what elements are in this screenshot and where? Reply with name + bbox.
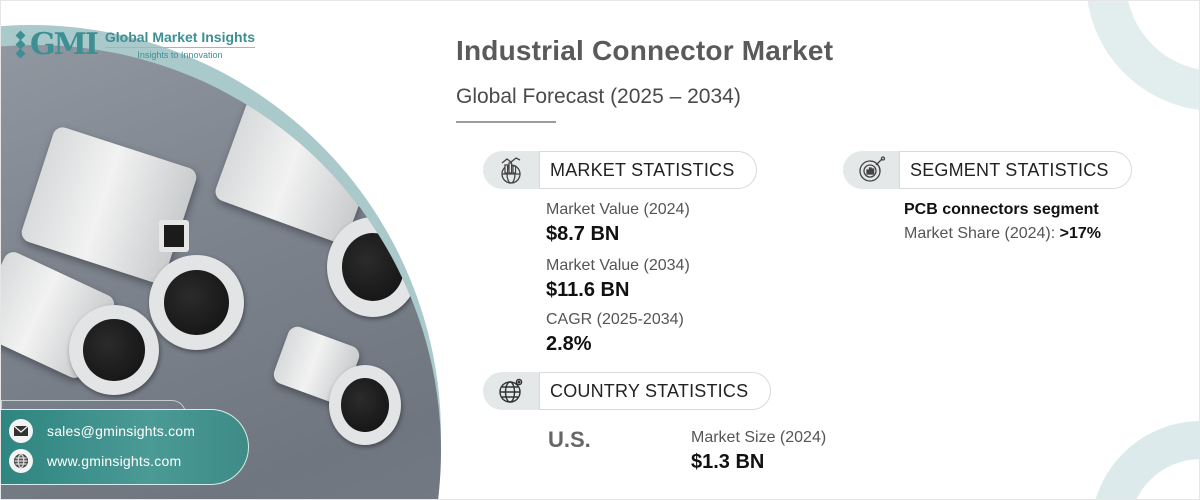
market-statistics-title: MARKET STATISTICS: [539, 151, 758, 189]
pie-chart-target-icon: [843, 151, 899, 189]
chart-globe-icon: [483, 151, 539, 189]
country-size-value: $1.3 BN: [691, 451, 765, 473]
connector-face: [327, 217, 419, 317]
envelope-icon: [9, 419, 33, 443]
page-title: Industrial Connector Market: [456, 35, 834, 66]
connector-face: [329, 365, 401, 445]
segment-share-label: Market Share (2024):: [904, 225, 1056, 242]
brand-name: Global Market Insights: [104, 29, 256, 48]
market-value-2034-value: $11.6 BN: [546, 279, 630, 301]
market-value-2034-label: Market Value (2034): [546, 257, 690, 274]
email-link[interactable]: sales@gminsights.com: [47, 423, 196, 439]
gmi-logo[interactable]: GMI Global Market Insights Insights to I…: [15, 27, 256, 62]
page-subtitle: Global Forecast (2025 – 2034): [456, 85, 741, 108]
segment-statistics-header: SEGMENT STATISTICS: [843, 151, 1132, 189]
connector-pin-block: [159, 220, 189, 252]
segment-share-value: >17%: [1059, 225, 1102, 242]
country-statistics-title: COUNTRY STATISTICS: [539, 372, 772, 410]
logo-mark: GMI: [30, 27, 99, 62]
market-value-2024-value: $8.7 BN: [546, 223, 620, 245]
country-size-label: Market Size (2024): [691, 429, 827, 446]
email-contact[interactable]: sales@gminsights.com: [9, 419, 195, 443]
title-divider: [456, 121, 556, 123]
brand-tagline: Insights to Innovation: [137, 50, 223, 60]
segment-share: Market Share (2024): >17%: [904, 225, 1101, 243]
connector-face: [149, 255, 244, 350]
market-value-2024-label: Market Value (2024): [546, 201, 690, 218]
country-statistics-header: COUNTRY STATISTICS: [483, 372, 772, 410]
cagr-label: CAGR (2025-2034): [546, 311, 684, 328]
globe-pin-icon: [483, 372, 539, 410]
decorative-arc-bottom: [1091, 421, 1199, 499]
segment-name: PCB connectors segment: [904, 201, 1099, 218]
logo-diamonds-icon: [15, 30, 26, 59]
website-contact[interactable]: www.gminsights.com: [9, 449, 181, 473]
decorative-arc-top: [1086, 1, 1199, 111]
market-statistics-header: MARKET STATISTICS: [483, 151, 758, 189]
country-name: U.S.: [548, 427, 591, 452]
connector-face: [69, 305, 159, 395]
contact-bar: sales@gminsights.com www.gminsights.com: [1, 409, 249, 485]
cagr-value: 2.8%: [546, 333, 592, 355]
globe-icon: [9, 449, 33, 473]
website-link[interactable]: www.gminsights.com: [47, 453, 182, 469]
segment-statistics-title: SEGMENT STATISTICS: [899, 151, 1132, 189]
